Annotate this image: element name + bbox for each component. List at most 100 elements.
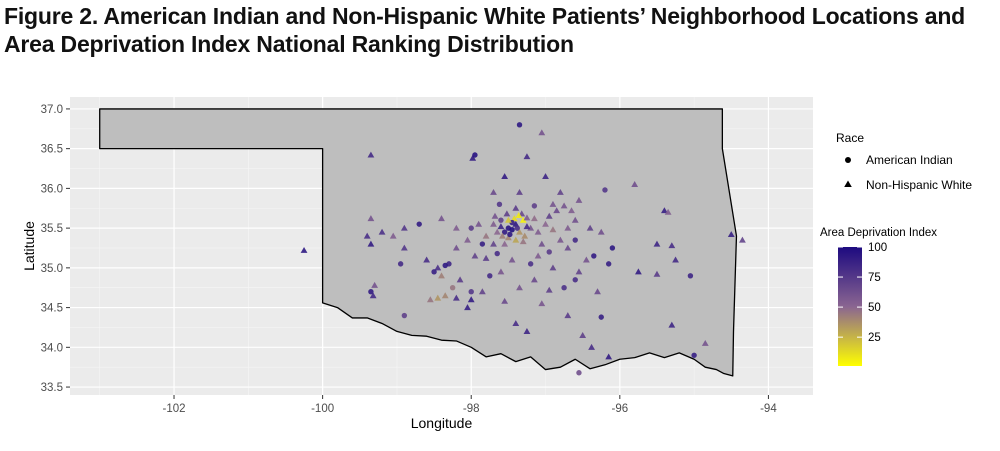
point-non-hispanic-white [499,232,506,239]
point-non-hispanic-white [369,292,377,299]
point-non-hispanic-white [378,228,386,235]
point-american-indian [598,314,604,320]
point-non-hispanic-white [534,228,542,235]
point-american-indian [472,152,478,158]
point-non-hispanic-white [534,252,542,259]
x-tick-label: -102 [163,403,186,415]
point-non-hispanic-white [560,202,568,209]
legend-color-title: Area Deprivation Index [820,227,937,239]
point-american-indian [416,221,422,227]
point-non-hispanic-white [434,294,442,301]
legend-circle-icon [845,157,851,163]
point-american-indian [576,370,582,376]
point-non-hispanic-white [400,244,408,251]
point-non-hispanic-white [586,224,594,231]
y-axis-label: Latitude [21,221,37,271]
point-non-hispanic-white [423,256,431,263]
point-non-hispanic-white [478,288,486,295]
point-non-hispanic-white [727,231,735,238]
legend-color: Area Deprivation Index 25 50 75 100 [820,227,937,366]
point-non-hispanic-white [456,276,464,283]
y-tick-label: 35.5 [41,223,63,235]
point-non-hispanic-white [389,232,397,239]
point-non-hispanic-white [739,236,746,243]
point-non-hispanic-white [426,296,434,303]
point-non-hispanic-white [653,240,661,247]
point-american-indian [468,225,474,231]
point-non-hispanic-white [516,228,523,235]
point-non-hispanic-white [549,264,557,271]
point-non-hispanic-white [452,224,460,231]
y-tick-label: 34.0 [41,342,63,354]
point-american-indian [397,261,404,267]
colorbar-tick-label: 100 [868,242,887,254]
point-non-hispanic-white [367,151,375,158]
point-non-hispanic-white [605,353,613,360]
point-non-hispanic-white [564,312,572,319]
point-american-indian [401,312,408,319]
point-non-hispanic-white [527,224,535,231]
point-non-hispanic-white [490,188,497,195]
point-non-hispanic-white [512,220,520,227]
point-american-indian [602,187,608,193]
point-non-hispanic-white [515,212,523,218]
point-non-hispanic-white [490,220,497,227]
point-american-indian [449,285,456,291]
point-non-hispanic-white [493,228,501,235]
y-tick-label: 36.0 [41,183,63,195]
point-american-indian [572,237,578,243]
x-tick-label: -100 [311,403,334,415]
point-american-indian [496,201,503,207]
point-non-hispanic-white [452,244,460,251]
point-american-indian [368,288,374,295]
point-non-hispanic-white [597,228,605,235]
point-non-hispanic-white [501,297,509,304]
point-non-hispanic-white [549,226,557,233]
point-non-hispanic-white [371,281,379,288]
point-non-hispanic-white [545,212,553,219]
point-non-hispanic-white [497,268,505,275]
point-non-hispanic-white [441,292,449,299]
point-non-hispanic-white [631,181,639,187]
point-non-hispanic-white [467,296,475,303]
point-american-indian [509,227,515,233]
point-non-hispanic-white [538,129,546,136]
point-american-indian [546,249,552,255]
point-non-hispanic-white [556,188,564,195]
point-non-hispanic-white [510,215,518,222]
legend-race-title: Race [836,131,864,145]
point-non-hispanic-white [523,214,531,221]
colorbar-tick-label: 50 [868,302,881,314]
point-american-indian [501,229,508,235]
legend-race-item-non-hispanic-white: Non-Hispanic White [866,178,972,192]
point-non-hispanic-white [516,284,523,291]
point-non-hispanic-white [367,240,375,247]
point-non-hispanic-white [452,294,460,301]
point-non-hispanic-white [523,223,531,230]
point-american-indian [468,288,474,295]
point-american-indian [487,273,493,279]
point-non-hispanic-white [701,339,709,346]
point-non-hispanic-white [490,240,497,247]
colorbar-tick-label: 25 [868,332,881,344]
point-american-indian [572,277,578,283]
point-american-indian [494,250,500,257]
point-non-hispanic-white [664,208,672,215]
colorbar-ticks: 25 50 75 100 [838,242,887,344]
scatter-points [300,122,746,376]
y-tick-label: 36.5 [41,144,63,156]
point-non-hispanic-white [568,207,575,214]
y-tick-label: 37.0 [41,104,63,116]
legend-race: Race American Indian Non-Hispanic White [836,131,972,192]
point-non-hispanic-white [482,254,490,261]
point-non-hispanic-white [553,207,561,214]
point-non-hispanic-white [549,200,557,207]
point-non-hispanic-white [523,153,531,160]
point-non-hispanic-white [464,304,471,311]
x-tick-label: -94 [760,403,777,415]
legend-race-item-american-indian: American Indian [866,153,953,167]
point-non-hispanic-white [521,232,529,239]
point-non-hispanic-white [530,215,538,222]
point-non-hispanic-white [582,256,590,263]
